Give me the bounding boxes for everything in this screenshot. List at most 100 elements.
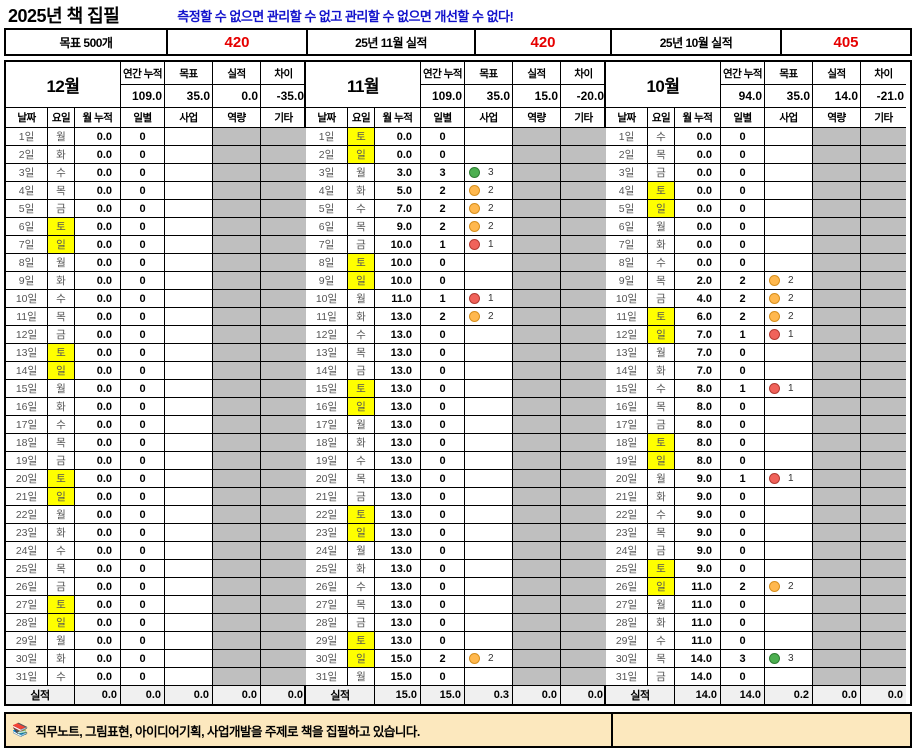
date-cell[interactable]: 29일 — [306, 632, 348, 650]
month-cumulative-cell[interactable]: 3.0 — [375, 164, 421, 182]
month-cumulative-cell[interactable]: 0.0 — [675, 164, 721, 182]
business-cell[interactable] — [765, 344, 813, 362]
date-cell[interactable]: 15일 — [306, 380, 348, 398]
day-cell[interactable]: 목 — [48, 182, 75, 200]
etc-cell[interactable] — [861, 560, 906, 578]
daily-value-cell[interactable]: 0 — [121, 398, 165, 416]
month-cumulative-cell[interactable]: 8.0 — [675, 434, 721, 452]
date-cell[interactable]: 24일 — [306, 542, 348, 560]
etc-cell[interactable] — [261, 380, 306, 398]
day-cell[interactable]: 화 — [48, 650, 75, 668]
column-header-cell[interactable]: 기타 — [861, 108, 906, 128]
daily-value-cell[interactable]: 0 — [421, 560, 465, 578]
day-cell[interactable]: 월 — [48, 506, 75, 524]
day-cell[interactable]: 일 — [48, 614, 75, 632]
business-cell[interactable] — [165, 326, 213, 344]
etc-cell[interactable] — [261, 434, 306, 452]
daily-value-cell[interactable]: 0 — [421, 488, 465, 506]
month-cumulative-cell[interactable]: 11.0 — [675, 614, 721, 632]
day-cell[interactable]: 수 — [48, 542, 75, 560]
competency-cell[interactable] — [513, 200, 561, 218]
etc-cell[interactable] — [561, 218, 606, 236]
competency-cell[interactable] — [513, 272, 561, 290]
competency-cell[interactable] — [213, 434, 261, 452]
day-cell[interactable]: 금 — [48, 326, 75, 344]
etc-cell[interactable] — [861, 146, 906, 164]
totals-competency-cell[interactable]: 0.0 — [213, 686, 261, 704]
date-cell[interactable]: 21일 — [306, 488, 348, 506]
competency-cell[interactable] — [213, 290, 261, 308]
month-cumulative-cell[interactable]: 0.0 — [375, 146, 421, 164]
month-cumulative-cell[interactable]: 0.0 — [75, 146, 121, 164]
day-cell[interactable]: 화 — [48, 524, 75, 542]
diff-header-cell[interactable]: 차이 — [561, 62, 606, 85]
daily-value-cell[interactable]: 0 — [421, 524, 465, 542]
competency-cell[interactable] — [813, 254, 861, 272]
business-cell[interactable] — [465, 614, 513, 632]
day-cell[interactable]: 금 — [648, 290, 675, 308]
competency-cell[interactable] — [513, 506, 561, 524]
etc-cell[interactable] — [561, 488, 606, 506]
etc-cell[interactable] — [561, 146, 606, 164]
day-cell[interactable]: 토 — [48, 470, 75, 488]
date-cell[interactable]: 26일 — [6, 578, 48, 596]
date-cell[interactable]: 3일 — [306, 164, 348, 182]
business-cell[interactable] — [765, 524, 813, 542]
day-cell[interactable]: 목 — [348, 596, 375, 614]
daily-value-cell[interactable]: 2 — [421, 650, 465, 668]
competency-cell[interactable] — [213, 488, 261, 506]
daily-value-cell[interactable]: 0 — [121, 470, 165, 488]
competency-cell[interactable] — [813, 470, 861, 488]
competency-cell[interactable] — [213, 272, 261, 290]
column-header-cell[interactable]: 날짜 — [606, 108, 648, 128]
daily-value-cell[interactable]: 0 — [421, 128, 465, 146]
month-cumulative-cell[interactable]: 0.0 — [75, 416, 121, 434]
date-cell[interactable]: 25일 — [6, 560, 48, 578]
day-cell[interactable]: 목 — [648, 650, 675, 668]
date-cell[interactable]: 17일 — [606, 416, 648, 434]
date-cell[interactable]: 14일 — [606, 362, 648, 380]
day-cell[interactable]: 일 — [648, 578, 675, 596]
daily-value-cell[interactable]: 0 — [721, 362, 765, 380]
competency-cell[interactable] — [513, 128, 561, 146]
etc-cell[interactable] — [861, 668, 906, 686]
month-cumulative-cell[interactable]: 0.0 — [75, 128, 121, 146]
month-cumulative-cell[interactable]: 13.0 — [375, 308, 421, 326]
business-cell[interactable] — [165, 668, 213, 686]
competency-cell[interactable] — [513, 236, 561, 254]
competency-cell[interactable] — [513, 290, 561, 308]
month-cumulative-cell[interactable]: 0.0 — [75, 542, 121, 560]
date-cell[interactable]: 31일 — [306, 668, 348, 686]
daily-value-cell[interactable]: 2 — [721, 290, 765, 308]
etc-cell[interactable] — [561, 308, 606, 326]
business-cell[interactable] — [765, 560, 813, 578]
date-cell[interactable]: 27일 — [606, 596, 648, 614]
business-cell[interactable] — [165, 596, 213, 614]
business-cell[interactable] — [165, 308, 213, 326]
day-cell[interactable]: 토 — [48, 218, 75, 236]
competency-cell[interactable] — [213, 596, 261, 614]
business-cell[interactable] — [465, 596, 513, 614]
date-cell[interactable]: 18일 — [306, 434, 348, 452]
annual-cum-value-cell[interactable]: 109.0 — [121, 85, 165, 108]
daily-value-cell[interactable]: 1 — [721, 470, 765, 488]
daily-value-cell[interactable]: 0 — [421, 470, 465, 488]
business-cell[interactable] — [165, 380, 213, 398]
month-cumulative-cell[interactable]: 13.0 — [375, 470, 421, 488]
competency-cell[interactable] — [513, 452, 561, 470]
date-cell[interactable]: 13일 — [606, 344, 648, 362]
month-name-cell[interactable]: 11월 — [306, 62, 421, 108]
daily-value-cell[interactable]: 0 — [121, 452, 165, 470]
business-cell[interactable]: 1 — [465, 290, 513, 308]
month-cumulative-cell[interactable]: 0.0 — [75, 200, 121, 218]
daily-value-cell[interactable]: 0 — [421, 398, 465, 416]
day-cell[interactable]: 월 — [348, 164, 375, 182]
date-cell[interactable]: 18일 — [6, 434, 48, 452]
business-cell[interactable] — [465, 416, 513, 434]
business-cell[interactable] — [465, 146, 513, 164]
business-cell[interactable]: 1 — [765, 326, 813, 344]
day-cell[interactable]: 목 — [48, 308, 75, 326]
business-cell[interactable] — [165, 650, 213, 668]
business-cell[interactable] — [765, 668, 813, 686]
month-cumulative-cell[interactable]: 0.0 — [675, 182, 721, 200]
